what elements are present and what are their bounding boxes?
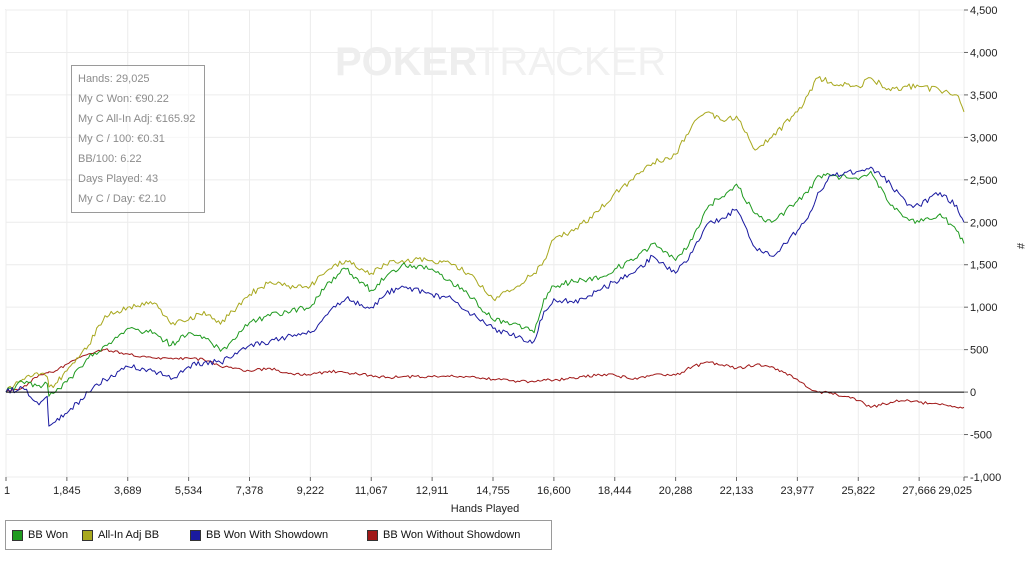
watermark-poker: POKER [335,40,477,84]
y-tick-label: -1,000 [970,472,1001,484]
y-tick-label: 4,000 [970,47,998,59]
x-tick-label: 11,067 [355,485,388,497]
legend-label: All-In Adj BB [98,529,160,541]
watermark: POKER TRACKER [335,40,666,84]
stat-hands: Hands: 29,025 [78,73,150,85]
series-layer [5,76,965,427]
y-tick-label: -500 [970,430,992,442]
x-tick-label: 9,222 [297,485,325,497]
legend-item-non-showdown[interactable]: BB Won Without Showdown [361,529,541,541]
stat-bb-100: BB/100: 6.22 [78,153,142,165]
x-tick-label: 3,689 [114,485,142,497]
x-tick-label: 22,133 [720,485,754,497]
y-tick-label: 2,500 [970,175,998,187]
y-tick-label: 0 [970,387,976,399]
x-tick-label: 23,977 [781,485,815,497]
y-tick-label: 3,500 [970,90,998,102]
series-line-bb-won-with-showdown [5,166,965,427]
y-tick-label: 2,000 [970,217,998,229]
legend-item-bb-won[interactable]: BB Won [6,529,76,541]
legend-item-all-in-adj[interactable]: All-In Adj BB [76,529,184,541]
x-tick-label: 14,755 [476,485,510,497]
x-tick-label: 25,822 [841,485,875,497]
legend-swatch-all-in-adj [82,529,93,541]
legend-swatch-bb-won [12,529,23,541]
series-line-bb-won [5,170,965,397]
legend-swatch-non-showdown [367,529,378,541]
legend-item-showdown[interactable]: BB Won With Showdown [184,529,361,541]
stats-box: Hands: 29,025 My C Won: €90.22 My C All-… [71,65,205,213]
y-tick-label: 4,500 [970,5,998,17]
x-tick-label: 16,600 [537,485,571,497]
legend-label: BB Won [28,529,69,541]
stat-per-100: My C / 100: €0.31 [78,133,165,145]
legend-swatch-showdown [190,529,201,541]
y-axis-ticks: 4,500 4,000 3,500 3,000 2,500 2,000 1,500 1,000… [964,5,1001,484]
x-tick-label: 7,378 [236,485,264,497]
y-tick-label: 3,000 [970,132,998,144]
stat-allin-adj: My C All-In Adj: €165.92 [78,113,196,125]
chart-plot: POKER TRACKER 4,500 4,000 3,500 3,000 2,500 2… [4,5,1026,515]
stat-won: My C Won: €90.22 [78,93,169,105]
legend-label: BB Won Without Showdown [383,529,521,541]
x-tick-label: 12,911 [416,485,449,497]
x-tick-label: 1,845 [53,485,81,497]
chart-legend: BB Won All-In Adj BB BB Won With Showdow… [5,520,552,550]
series-line-all-in-adj-bb [5,76,965,393]
x-tick-label: 1 [4,485,10,497]
x-tick-label: 18,444 [598,485,632,497]
y-tick-label: 500 [970,345,988,357]
x-axis-title: Hands Played [451,503,520,515]
y-tick-label: 1,000 [970,302,998,314]
y-tick-label: 1,500 [970,260,998,272]
x-tick-label: 27,666 [902,485,936,497]
legend-label: BB Won With Showdown [206,529,329,541]
series-line-bb-won-without-showdown [5,348,965,409]
stat-per-day: My C / Day: €2.10 [78,193,167,205]
x-tick-label: 20,288 [659,485,693,497]
stat-days-played: Days Played: 43 [78,173,159,185]
y-axis-title: # [1014,243,1026,250]
x-tick-label: 5,534 [175,485,203,497]
x-tick-label: 29,025 [938,485,972,497]
x-axis-ticks: 1 1,845 3,689 5,534 7,378 9,222 11,067 12,911 14… [4,477,972,497]
watermark-tracker: TRACKER [475,40,666,84]
